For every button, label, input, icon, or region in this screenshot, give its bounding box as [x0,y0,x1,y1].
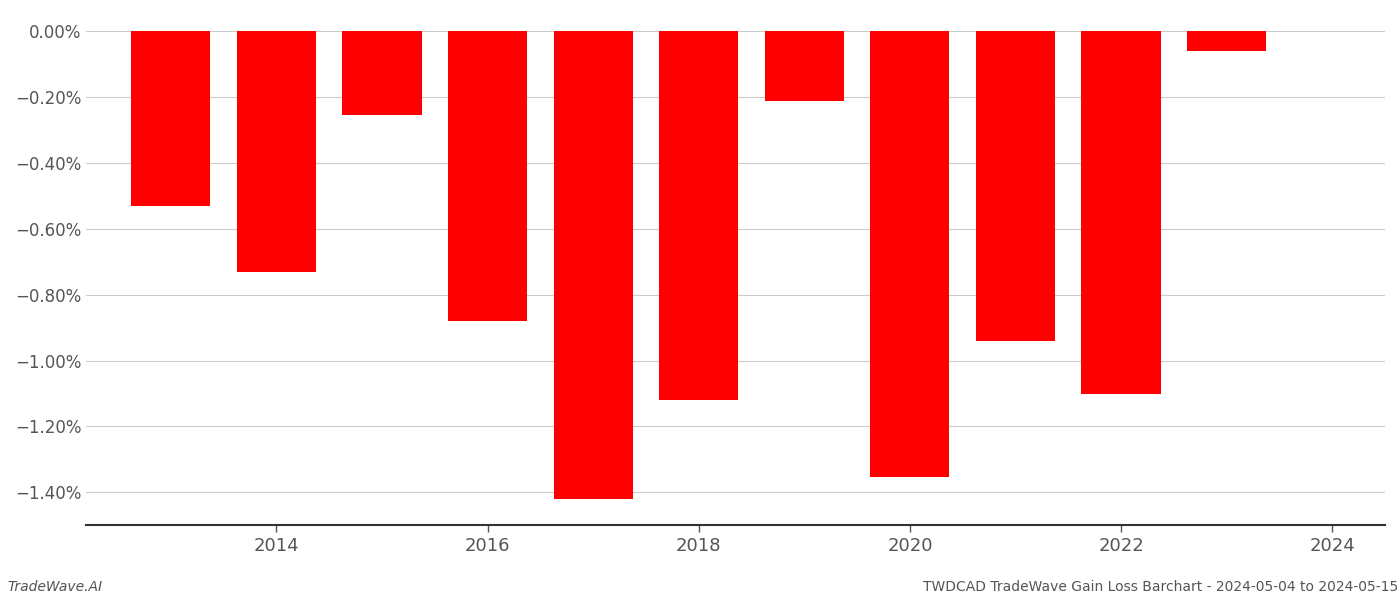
Bar [237,31,316,272]
Bar [448,31,528,321]
Text: TWDCAD TradeWave Gain Loss Barchart - 2024-05-04 to 2024-05-15: TWDCAD TradeWave Gain Loss Barchart - 20… [924,580,1399,594]
Bar [976,31,1056,341]
Bar [553,31,633,499]
Bar [659,31,738,400]
Bar [1187,31,1266,51]
Bar [871,31,949,478]
Bar [343,31,421,115]
Bar [764,31,844,101]
Bar [132,31,210,206]
Bar [1081,31,1161,394]
Text: TradeWave.AI: TradeWave.AI [7,580,102,594]
